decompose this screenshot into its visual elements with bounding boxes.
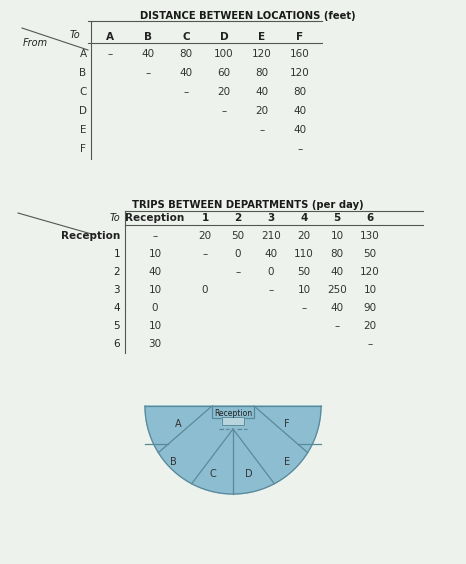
Text: 10: 10: [363, 285, 377, 295]
Text: 10: 10: [149, 285, 162, 295]
Text: 40: 40: [294, 106, 307, 116]
Text: 0: 0: [268, 267, 274, 277]
Text: 3: 3: [113, 285, 120, 295]
Text: 80: 80: [294, 87, 307, 97]
Polygon shape: [145, 406, 321, 494]
Text: –: –: [335, 321, 340, 331]
Text: –: –: [202, 249, 208, 259]
Text: F: F: [80, 144, 86, 154]
Text: 40: 40: [149, 267, 162, 277]
Text: 10: 10: [149, 249, 162, 259]
Text: A: A: [175, 419, 181, 429]
Text: 6: 6: [366, 213, 374, 223]
Text: D: D: [219, 32, 228, 42]
Text: –: –: [145, 68, 151, 78]
Text: –: –: [184, 87, 189, 97]
Text: 40: 40: [330, 267, 343, 277]
Text: 80: 80: [330, 249, 343, 259]
Text: 2: 2: [234, 213, 242, 223]
Text: 30: 30: [149, 339, 162, 349]
Text: 1: 1: [201, 213, 209, 223]
Text: A: A: [79, 49, 87, 59]
Text: 40: 40: [294, 125, 307, 135]
Text: TRIPS BETWEEN DEPARTMENTS (per day): TRIPS BETWEEN DEPARTMENTS (per day): [132, 200, 364, 210]
Text: 20: 20: [363, 321, 377, 331]
Text: 0: 0: [235, 249, 241, 259]
Text: 40: 40: [264, 249, 278, 259]
Text: 50: 50: [232, 231, 245, 241]
Text: –: –: [268, 285, 274, 295]
Text: 160: 160: [290, 49, 310, 59]
Text: 120: 120: [252, 49, 272, 59]
Text: C: C: [182, 32, 190, 42]
Text: 210: 210: [261, 231, 281, 241]
Text: 40: 40: [255, 87, 268, 97]
Text: 10: 10: [149, 321, 162, 331]
Text: E: E: [259, 32, 266, 42]
Text: 120: 120: [360, 267, 380, 277]
Text: 120: 120: [290, 68, 310, 78]
Text: D: D: [245, 469, 253, 479]
Text: To: To: [110, 213, 120, 223]
Text: Reception: Reception: [214, 409, 252, 418]
Text: 250: 250: [327, 285, 347, 295]
Text: 100: 100: [214, 49, 234, 59]
Text: C: C: [79, 87, 87, 97]
Text: 110: 110: [294, 249, 314, 259]
Text: F: F: [284, 419, 290, 429]
Text: 20: 20: [199, 231, 212, 241]
Text: 4: 4: [113, 303, 120, 313]
Text: Reception: Reception: [61, 231, 120, 241]
Text: A: A: [106, 32, 114, 42]
Text: 20: 20: [297, 231, 310, 241]
Text: 130: 130: [360, 231, 380, 241]
Text: 20: 20: [218, 87, 231, 97]
Text: 3: 3: [267, 213, 274, 223]
Polygon shape: [212, 406, 254, 418]
Text: –: –: [302, 303, 307, 313]
Text: 5: 5: [113, 321, 120, 331]
Text: DISTANCE BETWEEN LOCATIONS (feet): DISTANCE BETWEEN LOCATIONS (feet): [140, 11, 356, 21]
Text: –: –: [152, 231, 158, 241]
Text: 60: 60: [218, 68, 231, 78]
Text: 10: 10: [330, 231, 343, 241]
Text: Reception: Reception: [125, 213, 185, 223]
Text: 4: 4: [300, 213, 308, 223]
Text: 1: 1: [113, 249, 120, 259]
Text: From: From: [23, 38, 48, 48]
Text: 2: 2: [113, 267, 120, 277]
Text: 50: 50: [363, 249, 377, 259]
Text: 40: 40: [142, 49, 155, 59]
Text: To: To: [70, 30, 81, 40]
Text: 0: 0: [202, 285, 208, 295]
Text: B: B: [79, 68, 87, 78]
Text: 80: 80: [179, 49, 192, 59]
Text: C: C: [210, 469, 216, 479]
Text: B: B: [170, 457, 176, 467]
Text: –: –: [297, 144, 302, 154]
Text: 6: 6: [113, 339, 120, 349]
Text: –: –: [367, 339, 373, 349]
Text: 90: 90: [363, 303, 377, 313]
Text: –: –: [221, 106, 226, 116]
Text: –: –: [260, 125, 265, 135]
Text: 5: 5: [333, 213, 341, 223]
Text: 80: 80: [255, 68, 268, 78]
Text: 10: 10: [297, 285, 310, 295]
Text: 40: 40: [330, 303, 343, 313]
Text: F: F: [296, 32, 303, 42]
Text: E: E: [80, 125, 86, 135]
Text: 50: 50: [297, 267, 310, 277]
Polygon shape: [222, 417, 244, 425]
Text: B: B: [144, 32, 152, 42]
Text: E: E: [284, 457, 290, 467]
Text: 20: 20: [255, 106, 268, 116]
Text: D: D: [79, 106, 87, 116]
Text: –: –: [107, 49, 113, 59]
Text: –: –: [235, 267, 240, 277]
Text: 0: 0: [152, 303, 158, 313]
Text: 40: 40: [179, 68, 192, 78]
